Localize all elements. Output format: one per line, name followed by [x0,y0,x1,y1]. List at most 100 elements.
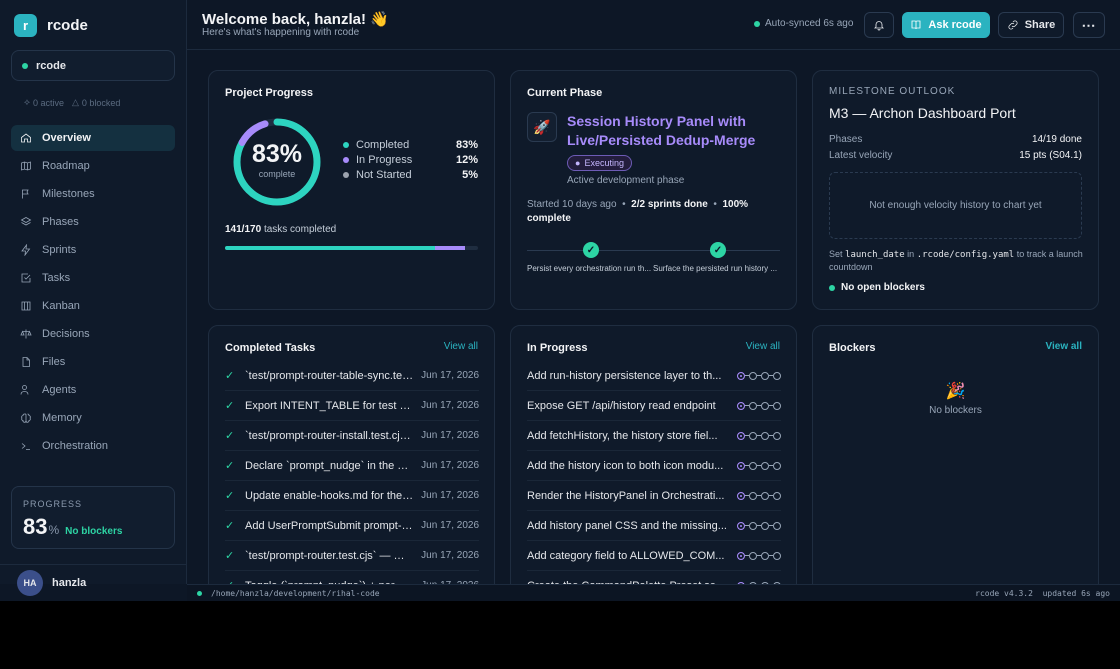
in-progress-card: In Progress View all Add run-history per… [510,325,797,601]
sidebar-item-label: Decisions [42,328,90,340]
task-date: Jun 17, 2026 [421,520,479,531]
task-row[interactable]: Add the history icon to both icon modu..… [527,451,781,481]
status-badge: ● Executing [567,155,632,171]
in-progress-list: Add run-history persistence layer to th.… [527,361,781,601]
milestone-card: MILESTONE OUTLOOK M3 — Archon Dashboard … [812,70,1099,310]
task-row[interactable]: Expose GET /api/history read endpoint [527,391,781,421]
user-profile[interactable]: HA hanzla [0,564,186,601]
header: Welcome back, hanzla! 👋 Here's what's ha… [187,0,1120,50]
party-icon: 🎉 [945,383,966,400]
task-row[interactable]: Add category field to ALLOWED_COM... [527,541,781,571]
status-bar: /home/hanzla/development/rihal-code rcod… [187,584,1120,601]
step-indicator [737,551,781,560]
milestone-label: MILESTONE OUTLOOK [829,86,956,97]
task-row[interactable]: ✓ `test/prompt-router-table-sync.tes... Ju… [225,361,479,391]
view-all-link[interactable]: View all [745,341,780,352]
notifications-button[interactable] [864,12,894,38]
sync-dot [754,20,760,27]
sidebar-item-roadmap[interactable]: Roadmap [11,153,175,179]
step-connector [769,465,773,466]
task-row[interactable]: ✓ Update enable-hooks.md for the p... Jun … [225,481,479,511]
progress-fill-completed [225,246,435,250]
progress-ring [233,118,321,206]
project-selector[interactable]: rcode [11,50,175,81]
file-icon [22,357,30,367]
check-icon: ✓ [225,430,235,442]
sidebar-item-label: Sprints [42,244,77,256]
task-row[interactable]: ✓ Declare `prompt_nudge` in the con... Jun… [225,451,479,481]
sidebar-item-tasks[interactable]: Tasks [11,265,175,291]
step-connector [769,405,773,406]
task-row[interactable]: ✓ Export INTENT_TABLE for test con... Jun … [225,391,479,421]
active-count: ⟡ 0 active [24,97,64,108]
task-row[interactable]: Add fetchHistory, the history store fiel… [527,421,781,451]
step-connector [745,555,749,556]
share-button[interactable]: Share [998,12,1064,38]
task-title: Add the history icon to both icon modu..… [527,459,724,472]
phases-label: Phases [829,134,863,145]
sidebar-item-phases[interactable]: Phases [11,209,175,235]
sidebar-item-kanban[interactable]: Kanban [11,293,175,319]
flag-icon [22,189,29,199]
blocked-count-label: 0 blocked [81,97,121,108]
legend-value: 12% [455,154,478,166]
path-label: /home/hanzla/development/rihal-code [211,589,380,598]
sidebar-item-label: Tasks [42,272,71,284]
brand[interactable]: r rcode [14,14,88,37]
step-connector [745,465,749,466]
progress-label: PROGRESS [23,499,83,509]
sidebar-item-label: Kanban [42,300,80,312]
step-indicator [737,431,781,440]
book-icon [911,20,921,30]
hint-file: .rcode/config.yaml [916,250,1015,260]
sidebar-item-files[interactable]: Files [11,349,175,375]
step-dot [737,461,745,470]
legend-label: Completed [356,139,410,151]
view-all-link[interactable]: View all [443,341,478,352]
zap-icon [21,244,31,256]
task-title: Add run-history persistence layer to th.… [527,369,722,382]
legend-label: In Progress [356,154,413,166]
task-row[interactable]: ✓ `test/prompt-router-install.test.cjs` .… [225,421,479,451]
tasks-done-count: 141/170 [225,224,262,235]
share-label: Share [1024,19,1056,31]
sidebar-item-orchestration[interactable]: Orchestration [11,433,175,459]
sidebar-item-milestones[interactable]: Milestones [11,181,175,207]
sidebar-item-decisions[interactable]: Decisions [11,321,175,347]
card-title: Completed Tasks [225,342,316,354]
task-row[interactable]: Render the HistoryPanel in Orchestrati..… [527,481,781,511]
hint-set: Set [829,249,843,259]
step-dot [773,521,781,530]
view-all-link[interactable]: View all [1045,341,1082,352]
task-row[interactable]: ✓ `test/prompt-router.test.cjs` — mat... J… [225,541,479,571]
phase-complete: 100% complete [527,199,749,224]
page-subtitle: Here's what's happening with rcode [202,27,360,38]
sidebar-item-sprints[interactable]: Sprints [11,237,175,263]
task-row[interactable]: Add run-history persistence layer to th.… [527,361,781,391]
legend-not-started: Not Started 5% [343,169,478,181]
open-blockers-status: No open blockers [829,282,925,293]
sidebar-item-memory[interactable]: Memory [11,405,175,431]
sidebar-item-agents[interactable]: Agents [11,377,175,403]
blockers-card: Blockers View all 🎉 No blockers [812,325,1099,595]
sidebar-item-label: Orchestration [42,440,109,452]
workspace-path: /home/hanzla/development/rihal-code [197,589,380,598]
task-row[interactable]: ✓ Add UserPromptSubmit prompt-ro... Jun 17… [225,511,479,541]
task-title: Add category field to ALLOWED_COM... [527,549,725,562]
progress-fill-in-progress [434,246,466,250]
ask-button[interactable]: Ask rcode [902,12,990,38]
sidebar-nav: Overview Roadmap Milestones Phases Sprin… [11,125,175,461]
hint-rest: to track a launch countdown [829,249,1083,272]
step-connector [757,555,761,556]
phases-value: 14/19 done [1031,134,1082,145]
card-title: Project Progress [225,87,314,99]
brain-icon [21,413,31,423]
more-button[interactable]: ⋯ [1073,12,1105,38]
sidebar-item-label: Roadmap [42,160,90,172]
sidebar-item-overview[interactable]: Overview [11,125,175,151]
check-icon: ✓ [225,520,235,532]
phase-name-link[interactable]: Session History Panel with Live/Persiste… [567,113,756,148]
badge-label: Executing [584,158,624,168]
task-row[interactable]: Add history panel CSS and the missing... [527,511,781,541]
status-dot [22,62,28,69]
